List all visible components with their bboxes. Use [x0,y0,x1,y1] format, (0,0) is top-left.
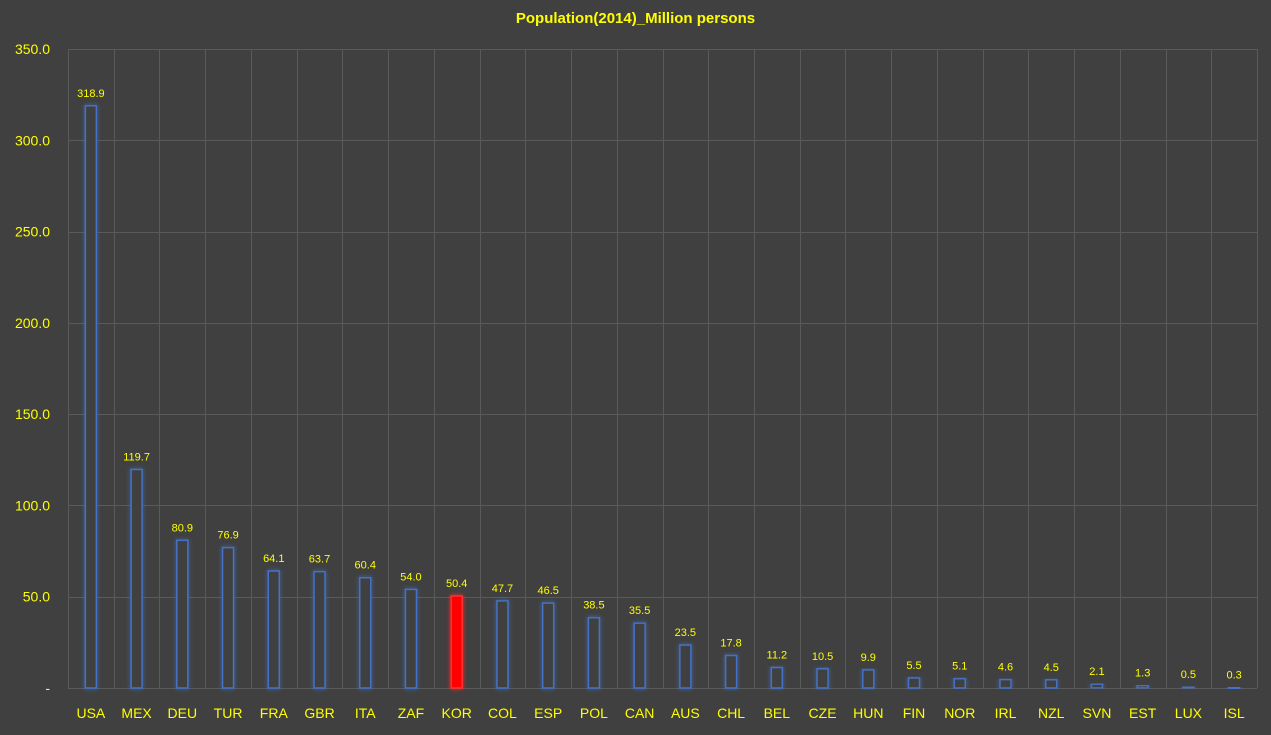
data-label-lux: 0.5 [1181,669,1196,681]
bar-esp [541,602,555,689]
data-label-kor: 50.4 [446,578,467,590]
data-label-cze: 10.5 [812,651,833,663]
bar-col [496,600,509,689]
x-category-label-hun: HUN [853,705,883,721]
y-tick-label: 100.0 [15,497,50,513]
x-category-label-est: EST [1129,705,1157,721]
data-label-est: 1.3 [1135,668,1150,680]
x-category-label-fin: FIN [903,705,926,721]
data-label-fra: 64.1 [263,553,284,565]
y-axis-ticks: - 50.0 100.0 150.0 200.0 250.0 300.0 350.0 [15,41,50,696]
x-category-label-cze: CZE [809,705,837,721]
bar-svn [1090,683,1104,689]
y-tick-label: 200.0 [15,315,50,331]
bar-lux [1182,686,1195,689]
data-label-fin: 5.5 [906,660,921,672]
x-category-label-isl: ISL [1224,705,1245,721]
bar-nor [953,677,966,689]
x-category-label-zaf: ZAF [398,705,424,721]
x-axis-categories: USA MEX DEU TUR FRA GBR ITA ZAF KOR COL ESP POL CAN A… [76,705,1244,721]
data-label-gbr: 63.7 [309,554,330,566]
bar-chl [724,654,738,689]
x-category-label-deu: DEU [168,705,198,721]
bar-kor [450,595,463,689]
x-category-label-nzl: NZL [1038,705,1065,721]
data-label-chl: 17.8 [720,638,741,650]
data-label-nzl: 4.5 [1044,662,1059,674]
bar-fin [907,677,921,689]
y-tick-label: - [45,680,50,696]
x-category-label-ita: ITA [355,705,376,721]
x-category-label-pol: POL [580,705,608,721]
data-label-can: 35.5 [629,605,650,617]
x-category-label-usa: USA [76,705,105,721]
x-category-label-nor: NOR [944,705,975,721]
bar-cze [816,668,829,689]
data-label-isl: 0.3 [1226,669,1241,681]
bar-irl [999,678,1012,689]
data-label-mex: 119.7 [123,451,150,463]
bar-aus [679,644,692,689]
bar-gbr [313,570,326,689]
x-category-label-col: COL [488,705,517,721]
bar-hun [862,669,875,689]
bar-usa [84,105,98,689]
bars [84,105,1241,690]
bar-bel [770,666,784,689]
gridlines [68,49,1258,689]
x-category-label-tur: TUR [214,705,243,721]
data-label-svn: 2.1 [1089,666,1104,678]
data-label-bel: 11.2 [767,650,788,662]
x-category-label-kor: KOR [442,705,472,721]
data-label-aus: 23.5 [675,627,696,639]
x-category-label-gbr: GBR [304,705,334,721]
x-category-label-can: CAN [625,705,655,721]
data-label-hun: 9.9 [861,652,876,664]
data-label-nor: 5.1 [952,661,967,673]
data-label-tur: 76.9 [217,530,238,542]
bar-isl [1227,686,1241,690]
bar-can [633,622,646,689]
data-label-usa: 318.9 [77,88,105,100]
data-label-pol: 38.5 [583,600,604,612]
y-tick-label: 350.0 [15,41,50,57]
x-category-label-svn: SVN [1083,705,1112,721]
data-label-col: 47.7 [492,583,513,595]
bar-tur [221,546,235,689]
data-label-deu: 80.9 [172,522,193,534]
bar-deu [176,539,189,689]
y-tick-label: 150.0 [15,406,50,422]
bar-fra [267,570,281,689]
y-tick-label: 300.0 [15,132,50,148]
bar-mex [130,468,143,689]
bar-zaf [404,588,418,689]
x-category-label-fra: FRA [260,705,289,721]
x-category-label-mex: MEX [121,705,152,721]
x-category-label-bel: BEL [764,705,791,721]
bar-est [1136,684,1149,689]
y-tick-label: 50.0 [23,589,50,605]
data-label-ita: 60.4 [355,560,376,572]
data-label-irl: 4.6 [998,662,1013,674]
x-category-label-chl: CHL [717,705,745,721]
x-category-label-aus: AUS [671,705,700,721]
bar-nzl [1044,679,1058,689]
chart-title: Population(2014)_Million persons [515,10,756,27]
data-label-zaf: 54.0 [400,571,421,583]
bar-pol [587,616,601,689]
x-category-label-esp: ESP [534,705,562,721]
data-labels: 318.9 119.7 80.9 76.9 64.1 63.7 60.4 54.0 50.4 47… [77,88,1242,682]
x-category-label-lux: LUX [1175,705,1203,721]
bar-ita [359,576,372,689]
x-category-label-irl: IRL [995,705,1017,721]
y-tick-label: 250.0 [15,224,50,240]
data-label-esp: 46.5 [537,585,558,597]
